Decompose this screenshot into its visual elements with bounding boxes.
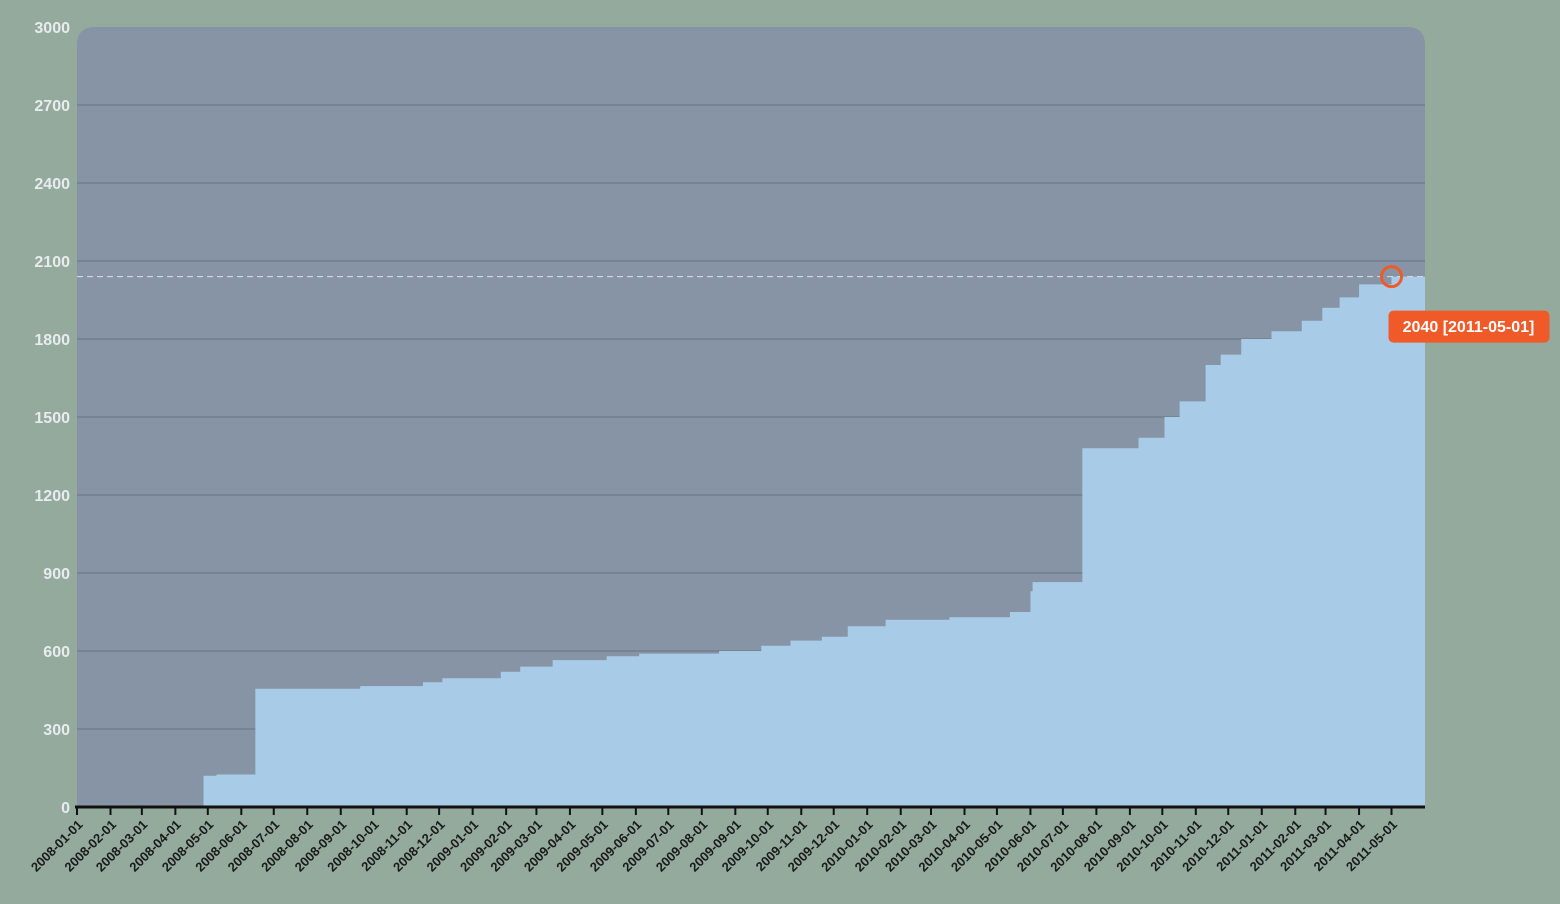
y-tick-label: 3000 [34, 20, 70, 37]
y-tick-label: 300 [43, 722, 70, 739]
y-tick-label: 0 [61, 800, 70, 817]
hover-point [1379, 265, 1403, 289]
area [77, 276, 1425, 808]
tooltip-box [1388, 310, 1550, 343]
y-tick-label: 1800 [34, 332, 70, 349]
tooltip-label: 2040 [2011-05-01] [1403, 319, 1535, 336]
y-tick-label: 600 [43, 644, 70, 661]
y-tick-label: 1200 [34, 488, 70, 505]
y-tick-label: 900 [43, 566, 70, 583]
y-tick-label: 2700 [34, 98, 70, 115]
y-tick-label: 2400 [34, 176, 70, 193]
tooltip: 2040 [2011-05-01] [1388, 310, 1550, 343]
y-tick-label: 2100 [34, 254, 70, 271]
y-tick-label: 1500 [34, 410, 70, 427]
